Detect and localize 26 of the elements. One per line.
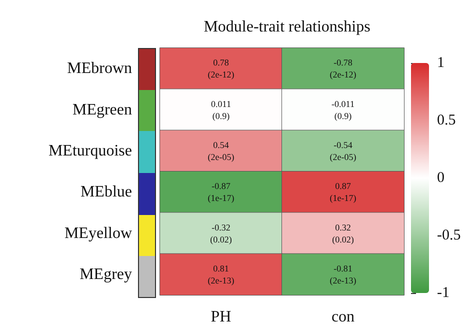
data-label: -0.011 (0.9)	[332, 98, 354, 121]
color-bar-label: 0.5	[437, 112, 456, 128]
color-bar-label: -0.5	[437, 228, 461, 244]
color-bar-label: 0	[437, 170, 444, 186]
x-tick-label: con	[331, 308, 355, 326]
data-label: 0.32 (0.02)	[332, 222, 354, 244]
y-tick-label: MEbrown	[67, 60, 132, 78]
y-tick-label: MEgreen	[72, 101, 132, 118]
y-tick-label: MEgrey	[80, 266, 132, 283]
data-label: 0.81 (2e-13)	[208, 263, 234, 286]
x-tick-label: PH	[210, 308, 232, 326]
data-label: 0.54 (2e-05)	[208, 140, 234, 162]
data-label: -0.81 (2e-13)	[330, 263, 356, 286]
color-bar-label: -1	[437, 285, 450, 301]
y-tick-label: MEyellow	[64, 224, 132, 242]
chart-title: Module-trait relationships	[204, 18, 370, 36]
data-label: 0.011 (0.9)	[211, 98, 231, 121]
data-label: -0.32 (0.02)	[210, 222, 232, 244]
color-bar-label: 1	[437, 55, 444, 71]
y-tick-label: MEturquoise	[48, 142, 132, 160]
data-label: -0.87 (1e-17)	[208, 181, 234, 204]
data-label: 0.78 (2e-12)	[208, 58, 234, 80]
data-label: -0.78 (2e-12)	[330, 58, 356, 80]
data-label: 0.87 (1e-17)	[330, 181, 356, 204]
y-tick-label: MEblue	[80, 184, 132, 201]
data-label: -0.54 (2e-05)	[330, 140, 356, 162]
